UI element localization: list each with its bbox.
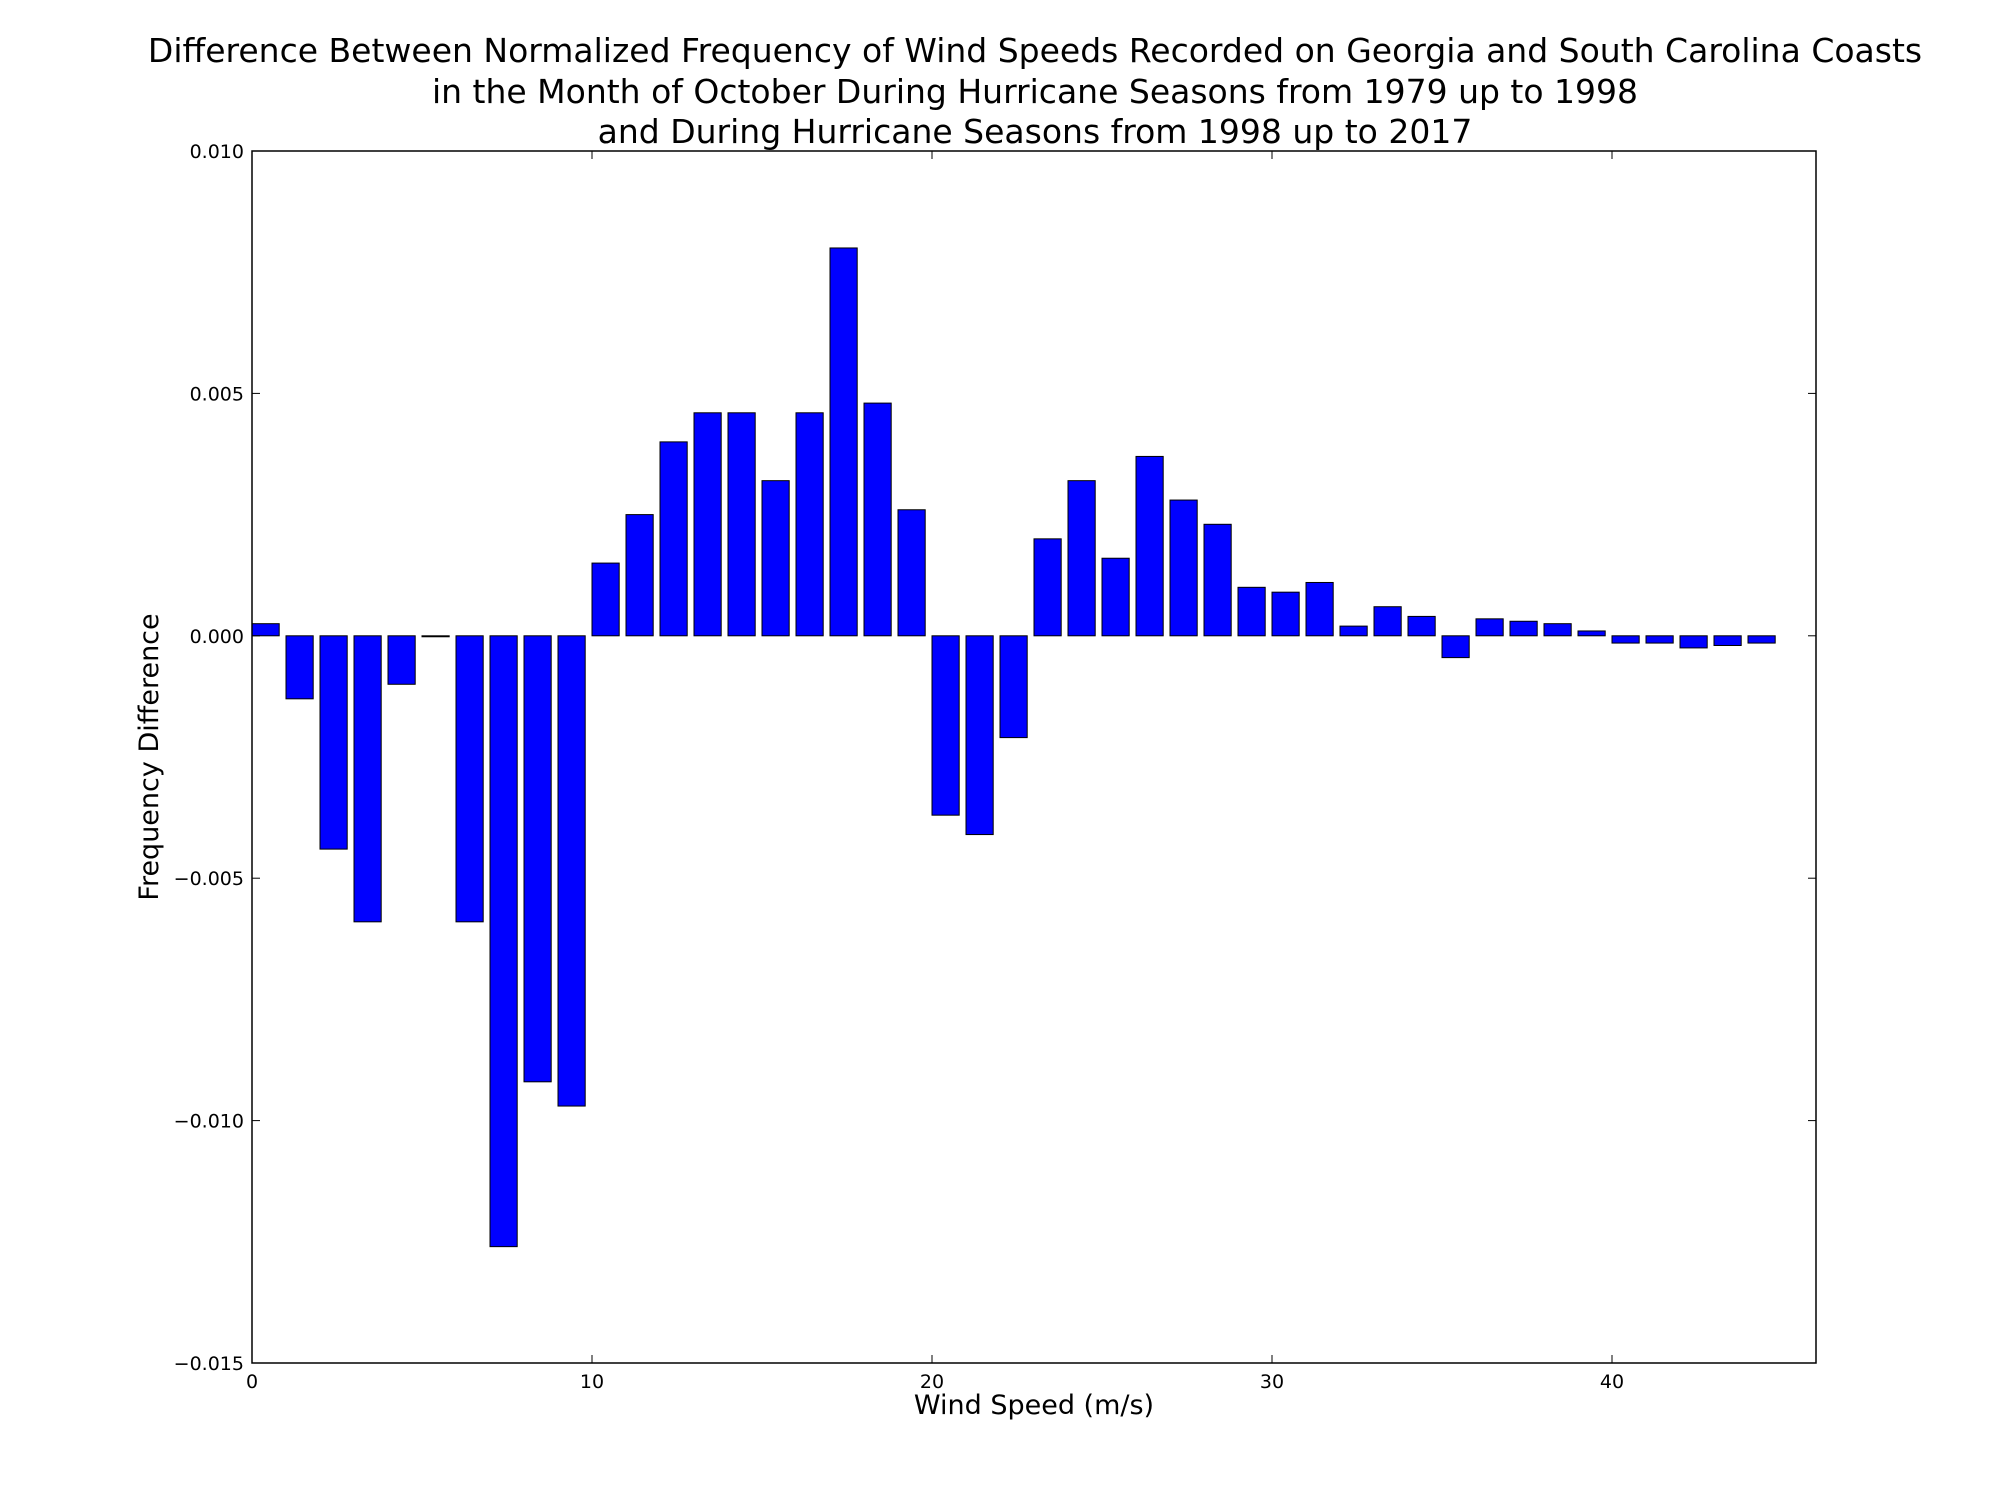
bar-44 bbox=[1747, 635, 1776, 644]
bar-0 bbox=[251, 623, 280, 637]
bar-17 bbox=[829, 247, 858, 637]
bar-15 bbox=[761, 480, 790, 637]
bar-40 bbox=[1611, 635, 1640, 644]
chart-title-line-3: and During Hurricane Seasons from 1998 u… bbox=[598, 112, 1473, 151]
bar-14 bbox=[727, 412, 756, 637]
x-tick-label-20: 20 bbox=[920, 1371, 944, 1393]
bar-25 bbox=[1101, 557, 1130, 637]
x-tick-label-0: 0 bbox=[246, 1371, 258, 1393]
y-axis-label: Frequency Difference bbox=[134, 613, 165, 900]
bar-35 bbox=[1441, 635, 1470, 659]
bar-39 bbox=[1577, 630, 1606, 637]
bar-22 bbox=[999, 635, 1028, 739]
bar-26 bbox=[1135, 455, 1164, 637]
bar-12 bbox=[659, 441, 688, 637]
bar-30 bbox=[1271, 591, 1300, 637]
bar-23 bbox=[1033, 538, 1062, 637]
chart-title: Difference Between Normalized Frequency … bbox=[148, 31, 1922, 151]
bar-24 bbox=[1067, 480, 1096, 637]
bar-28 bbox=[1203, 523, 1232, 637]
bar-20 bbox=[931, 635, 960, 816]
chart-title-line-2: in the Month of October During Hurricane… bbox=[432, 72, 1638, 111]
bar-7 bbox=[489, 635, 518, 1248]
bar-11 bbox=[625, 514, 654, 637]
y-tick-label-5: −0.015 bbox=[174, 1353, 244, 1375]
bar-31 bbox=[1305, 581, 1334, 637]
bar-19 bbox=[897, 509, 926, 637]
x-tick-label-10: 10 bbox=[580, 1371, 604, 1393]
bar-27 bbox=[1169, 499, 1198, 637]
bar-21 bbox=[965, 635, 994, 836]
bar-series bbox=[251, 247, 1776, 1248]
bar-36 bbox=[1475, 618, 1504, 637]
y-tick-label-0: 0.010 bbox=[190, 141, 244, 163]
x-tick-label-30: 30 bbox=[1260, 1371, 1284, 1393]
bar-9 bbox=[557, 635, 586, 1107]
bar-32 bbox=[1339, 625, 1368, 637]
bar-16 bbox=[795, 412, 824, 637]
y-tick-label-3: −0.005 bbox=[174, 868, 244, 890]
bar-43 bbox=[1713, 635, 1742, 646]
axis-ticks bbox=[251, 150, 1816, 1364]
bar-34 bbox=[1407, 615, 1436, 637]
bar-33 bbox=[1373, 606, 1402, 637]
bar-8 bbox=[523, 635, 552, 1083]
bar-10 bbox=[591, 562, 620, 637]
bar-3 bbox=[353, 635, 382, 923]
plot-area-frame bbox=[251, 150, 1817, 1364]
bar-38 bbox=[1543, 623, 1572, 637]
bar-1 bbox=[285, 635, 314, 700]
bar-13 bbox=[693, 412, 722, 637]
bar-18 bbox=[863, 402, 892, 637]
y-tick-label-2: 0.000 bbox=[190, 626, 244, 648]
x-axis-label: Wind Speed (m/s) bbox=[914, 1390, 1154, 1421]
bar-5 bbox=[421, 635, 450, 638]
bar-2 bbox=[319, 635, 348, 850]
bar-37 bbox=[1509, 620, 1538, 637]
bar-41 bbox=[1645, 635, 1674, 644]
bar-42 bbox=[1679, 635, 1708, 649]
tick-labels: 0 10 20 30 40 0.010 0.005 0.000 −0.005 −0.010 −0.0… bbox=[174, 141, 1624, 1393]
bar-4 bbox=[387, 635, 416, 685]
y-tick-label-4: −0.010 bbox=[174, 1111, 244, 1133]
y-tick-label-1: 0.005 bbox=[190, 383, 244, 405]
bar-29 bbox=[1237, 586, 1266, 637]
bar-6 bbox=[455, 635, 484, 923]
x-tick-label-40: 40 bbox=[1600, 1371, 1624, 1393]
chart-title-line-1: Difference Between Normalized Frequency … bbox=[148, 31, 1922, 70]
